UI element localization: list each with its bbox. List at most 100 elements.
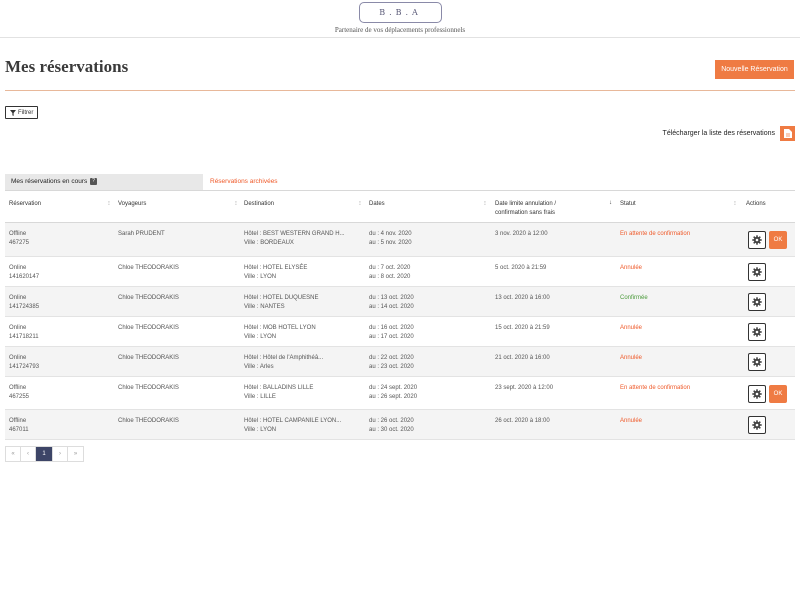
file-download-icon[interactable] [780, 126, 795, 141]
traveler-name: Chloe THEODORAKIS [118, 385, 179, 391]
filter-button[interactable]: Filtrer [5, 106, 39, 119]
logo[interactable]: B.B.A [359, 2, 442, 23]
gear-icon[interactable] [748, 353, 766, 371]
sort-icon[interactable]: ⁝ [734, 201, 736, 207]
table-row: Offline 467275 Sarah PRUDENT Hôtel : BEST W… [5, 223, 795, 257]
status-badge: Annulée [620, 355, 643, 361]
gear-icon[interactable] [748, 263, 766, 281]
col-reservation[interactable]: Réservation [9, 201, 42, 207]
reservation-cell: Online 141718211 [9, 324, 39, 342]
hotel-name: Hôtel : HOTEL DUQUESNE [244, 295, 319, 301]
traveler-name: Chloe THEODORAKIS [118, 295, 179, 301]
traveler-name: Chloe THEODORAKIS [118, 325, 179, 331]
download-label[interactable]: Télécharger la liste des réservations [662, 130, 775, 137]
reservation-type: Online [9, 325, 27, 331]
date-from: du : 4 nov. 2020 [369, 231, 412, 237]
table-body: Offline 467275 Sarah PRUDENT Hôtel : BEST W… [5, 223, 795, 440]
deadline-value: 26 oct. 2020 à 18:00 [495, 418, 550, 424]
table-header: Réservation ⁝ Voyageurs ⁝ Destination ⁝ … [5, 191, 795, 223]
city-name: Ville : LYON [244, 334, 277, 340]
gear-icon[interactable] [748, 416, 766, 434]
reservation-cell: Offline 467011 [9, 417, 29, 435]
dates-cell: du : 24 sept. 2020 au : 26 sept. 2020 [369, 384, 417, 402]
city-name: Ville : LILLE [244, 394, 276, 400]
col-status[interactable]: Statut [620, 201, 636, 207]
col-dates[interactable]: Dates [369, 201, 385, 207]
traveler-name: Sarah PRUDENT [118, 231, 165, 237]
col-deadline[interactable]: Date limite annulation / confirmation sa… [495, 201, 557, 216]
table-row: Offline 467011 Chloe THEODORAKIS Hôtel : HO… [5, 410, 795, 440]
dates-cell: du : 13 oct. 2020 au : 14 oct. 2020 [369, 294, 414, 312]
tagline: Partenaire de vos déplacements professio… [334, 26, 466, 34]
city-name: Ville : NANTES [244, 304, 285, 310]
reservation-cell: Offline 467255 [9, 384, 29, 402]
table-row: Offline 467255 Chloe THEODORAKIS Hôtel : BA… [5, 377, 795, 410]
destination-cell: Hôtel : BALLADINS LILLE Ville : LILLE [244, 384, 313, 402]
page-next[interactable]: › [53, 447, 68, 461]
page-last[interactable]: » [73, 451, 78, 457]
tab-current-reservations[interactable]: Mes réservations en cours ? [5, 174, 203, 190]
status-badge: Annulée [620, 265, 643, 271]
date-from: du : 22 oct. 2020 [369, 355, 414, 361]
col-destination[interactable]: Destination [244, 201, 275, 207]
page-first[interactable]: « [6, 447, 21, 461]
date-to: au : 14 oct. 2020 [369, 304, 414, 310]
sort-down-icon[interactable]: ↓ [609, 200, 612, 206]
title-divider [5, 90, 795, 91]
site-header: B.B.A Partenaire de vos déplacements pro… [0, 0, 800, 38]
status-badge: Confirmée [620, 295, 648, 301]
reservation-id: 141718211 [9, 334, 39, 340]
destination-cell: Hôtel : HOTEL ELYSÉE Ville : LYON [244, 264, 307, 282]
filter-label: Filtrer [18, 109, 34, 116]
reservation-id: 141724385 [9, 304, 40, 310]
reservation-cell: Offline 467275 [9, 230, 29, 248]
dates-cell: du : 26 oct. 2020 au : 30 oct. 2020 [369, 417, 414, 435]
traveler-name: Chloe THEODORAKIS [118, 418, 179, 424]
sort-icon[interactable]: ⁝ [108, 201, 110, 207]
date-from: du : 26 oct. 2020 [369, 418, 414, 424]
page-current[interactable]: 1 [36, 447, 53, 461]
table-row: Online 141724385 Chloe THEODORAKIS Hôtel : … [5, 287, 795, 317]
reservation-id: 467011 [9, 427, 29, 433]
gear-icon[interactable] [748, 385, 766, 403]
page-title: Mes réservations [5, 57, 129, 76]
gear-icon[interactable] [748, 323, 766, 341]
tab-archived-reservations[interactable]: Réservations archivées [210, 178, 278, 185]
new-reservation-button[interactable]: Nouvelle Réservation [715, 60, 794, 79]
dates-cell: du : 4 nov. 2020 au : 5 nov. 2020 [369, 230, 412, 248]
date-to: au : 23 oct. 2020 [369, 364, 414, 370]
gear-icon[interactable] [748, 231, 766, 249]
reservation-type: Offline [9, 231, 27, 237]
download-list[interactable]: Télécharger la liste des réservations [663, 126, 795, 141]
table-row: Online 141620147 Chloe THEODORAKIS Hôtel : … [5, 257, 795, 287]
reservation-type: Online [9, 355, 27, 361]
pagination: « ‹ 1 › » [5, 446, 84, 462]
hotel-name: Hôtel : HOTEL ELYSÉE [244, 265, 308, 271]
sort-icon[interactable]: ⁝ [484, 201, 486, 207]
date-to: au : 30 oct. 2020 [369, 427, 414, 433]
dates-cell: du : 22 oct. 2020 au : 23 oct. 2020 [369, 354, 414, 372]
reservation-cell: Online 141724793 [9, 354, 39, 372]
reservation-cell: Online 141724385 [9, 294, 39, 312]
page-prev[interactable]: ‹ [21, 447, 36, 461]
gear-icon[interactable] [748, 293, 766, 311]
destination-cell: Hôtel : MOB HOTEL LYON Ville : LYON [244, 324, 316, 342]
sort-icon[interactable]: ⁝ [359, 201, 361, 207]
dates-cell: du : 16 oct. 2020 au : 17 oct. 2020 [369, 324, 414, 342]
hotel-name: Hôtel : Hôtel de l'Amphithéâ... [244, 355, 324, 361]
table-row: Online 141724793 Chloe THEODORAKIS Hôtel : … [5, 347, 795, 377]
deadline-value: 21 oct. 2020 à 16:00 [495, 355, 550, 361]
date-from: du : 13 oct. 2020 [369, 295, 414, 301]
destination-cell: Hôtel : Hôtel de l'Amphithéâ... Ville : A… [244, 354, 323, 372]
ok-button[interactable]: OK [769, 385, 787, 403]
help-icon[interactable]: ? [90, 177, 98, 185]
sort-icon[interactable]: ⁝ [235, 201, 237, 207]
hotel-name: Hôtel : HOTEL CAMPANILE LYON... [244, 418, 342, 424]
reservation-tabs: Mes réservations en cours ? Réservations… [5, 174, 795, 190]
deadline-value: 23 sept. 2020 à 12:00 [495, 385, 554, 391]
status-badge: Annulée [620, 325, 643, 331]
date-from: du : 16 oct. 2020 [369, 325, 414, 331]
col-travelers[interactable]: Voyageurs [118, 201, 147, 207]
hotel-name: Hôtel : BALLADINS LILLE [244, 385, 314, 391]
ok-button[interactable]: OK [769, 231, 787, 249]
